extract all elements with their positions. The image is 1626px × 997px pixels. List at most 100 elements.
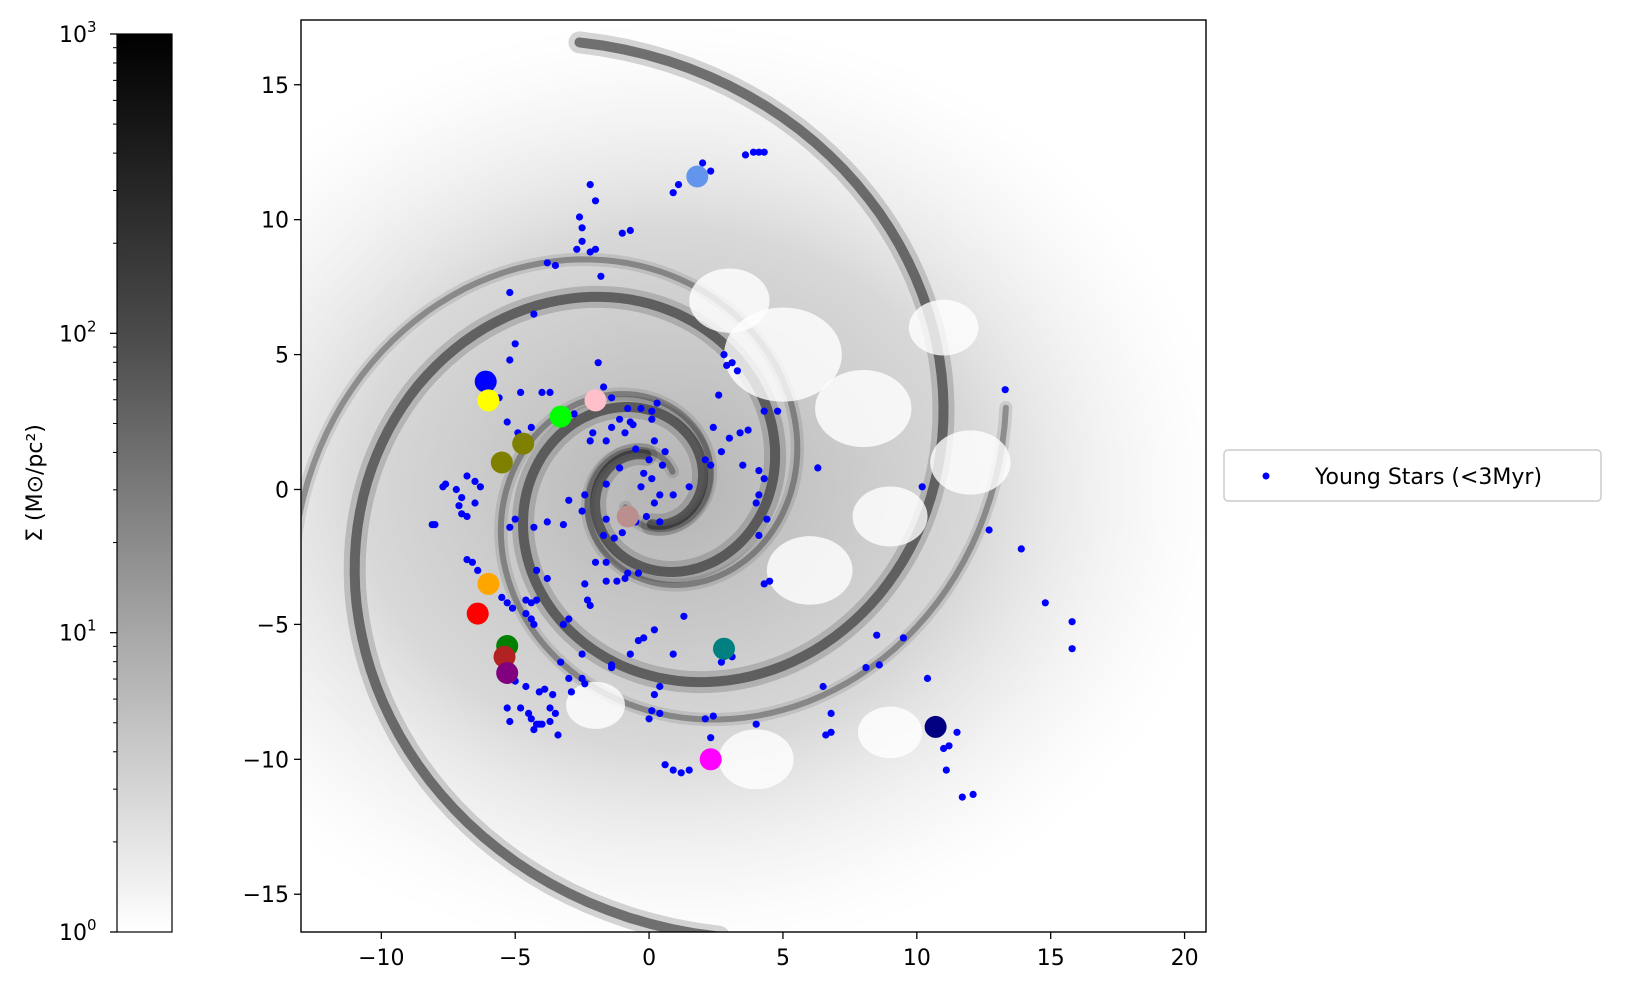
- young-star-point: [517, 704, 525, 712]
- young-star-point: [608, 423, 616, 431]
- young-star-point: [648, 407, 656, 415]
- young-star-point: [506, 717, 514, 726]
- young-star-point: [538, 388, 546, 396]
- disk-cavity: [766, 536, 853, 605]
- disk-cavity: [815, 369, 912, 448]
- young-star-point: [733, 367, 742, 375]
- cluster-marker: [474, 370, 497, 393]
- disk-cavity: [724, 307, 842, 402]
- young-star-point: [546, 717, 554, 726]
- young-star-point: [728, 359, 736, 367]
- young-star-point: [452, 485, 460, 494]
- young-star-point: [503, 704, 511, 712]
- spiral-arm-halo: [301, 252, 804, 592]
- young-star-point: [736, 429, 744, 437]
- young-star-point: [709, 712, 717, 720]
- young-star-point: [752, 499, 760, 507]
- young-star-point: [744, 426, 752, 434]
- young-star-point: [586, 437, 594, 445]
- young-star-point: [458, 510, 466, 518]
- young-star-point: [624, 569, 632, 577]
- young-star-point: [458, 494, 466, 502]
- young-star-point: [624, 404, 632, 413]
- young-star-point: [591, 197, 600, 205]
- young-star-point: [578, 237, 586, 245]
- young-star-point: [650, 691, 659, 699]
- young-star-point: [602, 437, 610, 445]
- young-star-point: [468, 558, 476, 566]
- young-star-point: [543, 574, 551, 583]
- colorbar-gradient: [116, 33, 173, 933]
- young-star-point: [535, 688, 543, 696]
- colorbar-tick-label: 10: [59, 322, 87, 347]
- young-star-point: [511, 340, 519, 348]
- young-star-point: [656, 682, 664, 691]
- young-star-point: [640, 469, 648, 477]
- legend-marker: [1262, 472, 1270, 480]
- young-star-point: [669, 491, 677, 499]
- young-star-point: [634, 569, 643, 577]
- young-star-point: [546, 704, 554, 712]
- young-star-point: [591, 558, 600, 566]
- young-star-point: [685, 483, 693, 491]
- young-star-point: [985, 526, 993, 534]
- young-star-point: [674, 181, 683, 189]
- young-star-point: [958, 793, 966, 801]
- young-star-point: [819, 682, 827, 691]
- young-star-point: [621, 574, 629, 583]
- young-star-point: [656, 709, 664, 718]
- legend-label: Young Stars (<3Myr): [1314, 465, 1542, 490]
- young-star-point: [760, 475, 768, 483]
- young-star-point: [766, 577, 774, 585]
- young-star-point: [661, 448, 669, 456]
- young-star-point: [506, 288, 514, 297]
- cluster-marker: [496, 662, 519, 684]
- young-star-point: [600, 531, 608, 540]
- young-star-point: [701, 456, 709, 464]
- young-star-point: [591, 245, 600, 253]
- x-tick-label: 15: [1037, 946, 1065, 971]
- young-star-point: [527, 715, 535, 723]
- disk-cavity: [857, 706, 923, 759]
- young-star-point: [463, 472, 471, 480]
- young-star-point: [527, 423, 535, 431]
- young-star-point: [940, 744, 948, 753]
- young-star-point: [578, 650, 586, 658]
- young-star-point: [589, 429, 597, 437]
- young-star-point: [1068, 618, 1076, 626]
- young-star-point: [543, 259, 551, 267]
- young-star-point: [455, 502, 463, 510]
- young-star-point: [707, 461, 715, 469]
- young-star-point: [701, 715, 709, 723]
- young-star-point: [763, 515, 771, 523]
- young-star-point: [565, 496, 573, 504]
- young-star-point: [517, 388, 525, 396]
- disk-cavity: [718, 729, 794, 790]
- young-star-point: [669, 766, 677, 774]
- x-axis: −10 −5 0 5 10 15 20: [358, 932, 1199, 971]
- x-tick-label: 10: [903, 946, 931, 971]
- young-star-point: [476, 483, 484, 491]
- young-star-point: [522, 610, 530, 618]
- x-tick-label: 5: [776, 946, 790, 971]
- young-star-point: [541, 685, 549, 693]
- young-star-point: [774, 407, 782, 415]
- young-star-point: [953, 728, 961, 736]
- colorbar-tick-label: 10: [59, 921, 87, 946]
- colorbar-tick-label: 10: [59, 622, 87, 647]
- young-star-point: [503, 418, 511, 426]
- young-star-point: [474, 566, 482, 575]
- young-star-point: [533, 566, 541, 575]
- young-star-point: [634, 637, 643, 645]
- young-star-point: [658, 461, 667, 469]
- young-star-point: [755, 467, 763, 475]
- young-star-point: [530, 620, 538, 629]
- young-star-point: [862, 664, 870, 672]
- young-star-point: [527, 615, 535, 623]
- cluster-marker: [686, 165, 709, 188]
- young-star-point: [498, 593, 506, 602]
- young-star-point: [586, 601, 594, 610]
- young-star-point: [749, 148, 758, 156]
- young-star-point: [739, 461, 747, 469]
